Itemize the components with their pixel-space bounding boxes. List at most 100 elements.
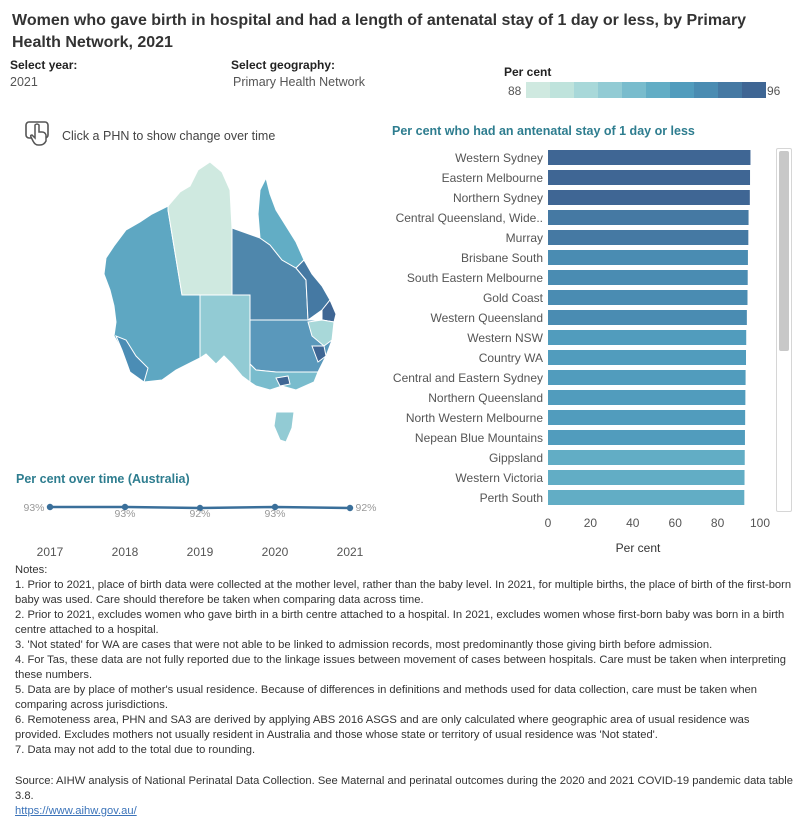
bar-category-label: Gippsland bbox=[489, 451, 543, 465]
legend-swatch bbox=[574, 82, 598, 98]
bar-category-label: Gold Coast bbox=[483, 291, 544, 305]
legend-swatch bbox=[742, 82, 766, 98]
bar[interactable] bbox=[548, 150, 751, 165]
bar[interactable] bbox=[548, 450, 745, 465]
source-text: Source: AIHW analysis of National Perina… bbox=[15, 775, 793, 802]
line-value-label: 92% bbox=[355, 502, 376, 514]
legend-swatch bbox=[694, 82, 718, 98]
note-7: 7. Data may not add to the total due to … bbox=[15, 744, 256, 756]
legend-max: 96 bbox=[767, 84, 781, 98]
bar-category-label: Western Queensland bbox=[430, 311, 543, 325]
bar[interactable] bbox=[548, 370, 746, 385]
line-x-tick-label: 2018 bbox=[112, 545, 139, 559]
bar-chart-scrollbar[interactable] bbox=[776, 148, 792, 512]
x-tick-label: 0 bbox=[545, 516, 552, 530]
bar-category-label: Western NSW bbox=[467, 331, 543, 345]
line-point[interactable] bbox=[271, 503, 279, 511]
scrollbar-thumb[interactable] bbox=[779, 151, 789, 351]
bar-chart-title: Per cent who had an antenatal stay of 1 … bbox=[392, 124, 695, 138]
map-region-hunter-new-england[interactable] bbox=[307, 319, 335, 347]
bar[interactable] bbox=[548, 270, 748, 285]
legend-min: 88 bbox=[508, 84, 522, 98]
note-6: 6. Remoteness area, PHN and SA3 are deri… bbox=[15, 714, 750, 741]
geography-select[interactable]: Primary Health Network bbox=[233, 75, 365, 89]
bar-category-label: Country WA bbox=[479, 351, 543, 365]
bar[interactable] bbox=[548, 170, 751, 185]
bar[interactable] bbox=[548, 230, 749, 245]
legend-swatch bbox=[622, 82, 646, 98]
map-region-brisbane-south[interactable] bbox=[321, 299, 337, 323]
bar-category-label: Western Sydney bbox=[455, 151, 543, 165]
x-tick-label: 20 bbox=[584, 516, 598, 530]
bar-category-label: Murray bbox=[506, 231, 543, 245]
bar[interactable] bbox=[548, 350, 747, 365]
x-tick-label: 100 bbox=[750, 516, 770, 530]
legend-swatch bbox=[718, 82, 742, 98]
map-region-melbourne[interactable] bbox=[275, 375, 291, 387]
bar-category-label: Northern Sydney bbox=[453, 191, 543, 205]
bar[interactable] bbox=[548, 250, 748, 265]
line-point[interactable] bbox=[346, 504, 354, 512]
bar[interactable] bbox=[548, 190, 750, 205]
bar-category-label: Central Queensland, Wide.. bbox=[396, 211, 543, 225]
bar[interactable] bbox=[548, 310, 747, 325]
line-x-tick-label: 2017 bbox=[37, 545, 64, 559]
bar[interactable] bbox=[548, 410, 746, 425]
map-hint: Click a PHN to show change over time bbox=[62, 129, 276, 143]
line-value-label: 92% bbox=[189, 508, 210, 520]
bar-category-label: North Western Melbourne bbox=[406, 411, 544, 425]
map-region-northern-territory[interactable] bbox=[167, 161, 233, 296]
bar[interactable] bbox=[548, 490, 745, 505]
aihw-link[interactable]: https://www.aihw.gov.au/ bbox=[15, 805, 137, 817]
legend-title: Per cent bbox=[504, 65, 552, 79]
bar-category-label: Western Victoria bbox=[455, 471, 543, 485]
bar[interactable] bbox=[548, 210, 749, 225]
map-region-tasmania[interactable] bbox=[273, 411, 295, 443]
year-select[interactable]: 2021 bbox=[10, 75, 38, 89]
geography-label: Select geography: bbox=[231, 58, 336, 72]
note-4: 4. For Tas, these data are not fully rep… bbox=[15, 654, 786, 681]
bar[interactable] bbox=[548, 390, 746, 405]
map-region-perth-south[interactable] bbox=[115, 335, 149, 383]
australia-phn-map[interactable] bbox=[100, 150, 350, 450]
bar-category-label: South Eastern Melbourne bbox=[407, 271, 543, 285]
legend-color-ramp bbox=[526, 82, 766, 98]
bar[interactable] bbox=[548, 470, 745, 485]
phn-bar-chart[interactable]: Western Sydney Eastern Melbourne Northern … bbox=[380, 146, 776, 556]
legend-swatch bbox=[646, 82, 670, 98]
note-3: 3. 'Not stated' for WA are cases that we… bbox=[15, 639, 713, 651]
line-value-label: 93% bbox=[23, 502, 44, 514]
legend-swatch bbox=[670, 82, 694, 98]
page-title: Women who gave birth in hospital and had… bbox=[12, 12, 747, 51]
bar[interactable] bbox=[548, 290, 748, 305]
note-5: 5. Data are by place of mother's usual r… bbox=[15, 684, 757, 711]
bar-category-label: Nepean Blue Mountains bbox=[415, 431, 543, 445]
line-x-tick-label: 2019 bbox=[187, 545, 214, 559]
legend-swatch bbox=[598, 82, 622, 98]
bar[interactable] bbox=[548, 330, 747, 345]
note-2: 2. Prior to 2021, excludes women who gav… bbox=[15, 609, 785, 636]
year-label: Select year: bbox=[10, 58, 78, 72]
map-region-south-australia[interactable] bbox=[199, 294, 251, 383]
x-tick-label: 80 bbox=[711, 516, 725, 530]
x-axis-label: Per cent bbox=[616, 541, 661, 555]
line-value-label: 93% bbox=[264, 508, 285, 520]
line-x-tick-label: 2020 bbox=[262, 545, 289, 559]
legend-swatch bbox=[526, 82, 550, 98]
x-tick-label: 40 bbox=[626, 516, 640, 530]
line-point[interactable] bbox=[121, 503, 129, 511]
map-region-sydney[interactable] bbox=[311, 345, 327, 363]
bar-category-label: Northern Queensland bbox=[428, 391, 543, 405]
line-point[interactable] bbox=[196, 504, 204, 512]
line-point[interactable] bbox=[46, 503, 54, 511]
map-region-northern-queensland[interactable] bbox=[257, 176, 305, 269]
australia-line-chart[interactable]: 93% 2017 93% 2018 92% 2019 93% 2020 92% 2021 bbox=[0, 486, 380, 562]
bar-category-label: Central and Eastern Sydney bbox=[393, 371, 543, 385]
line-x-tick-label: 2021 bbox=[337, 545, 364, 559]
line-chart-title: Per cent over time (Australia) bbox=[16, 472, 190, 486]
bar[interactable] bbox=[548, 430, 745, 445]
note-1: 1. Prior to 2021, place of birth data we… bbox=[15, 579, 792, 606]
bar-category-label: Eastern Melbourne bbox=[442, 171, 544, 185]
bar-category-label: Perth South bbox=[480, 491, 543, 505]
notes-section: Notes: 1. Prior to 2021, place of birth … bbox=[15, 563, 793, 758]
